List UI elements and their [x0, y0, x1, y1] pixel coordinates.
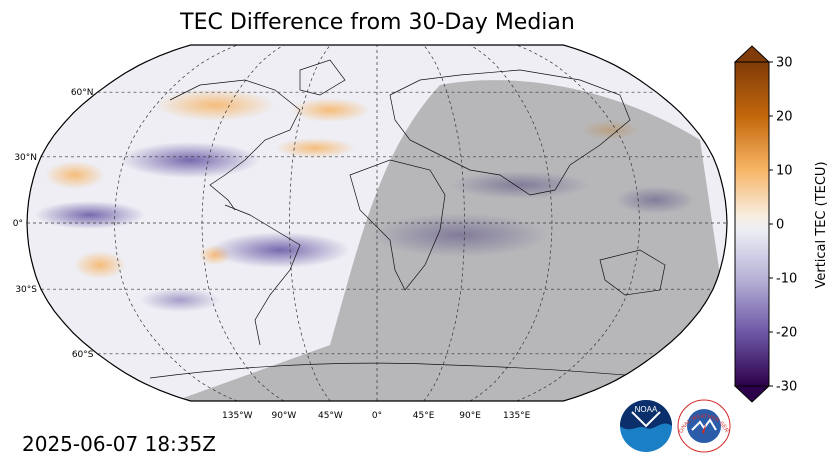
- graticule: [27, 45, 727, 401]
- meridian-line: [289, 45, 331, 401]
- longitude-label: 90°E: [459, 411, 481, 421]
- longitude-label: 45°W: [318, 411, 343, 421]
- longitude-label: 45°E: [413, 411, 435, 421]
- latitude-label: 60°S: [72, 350, 94, 360]
- noaa-logo: NOAA: [620, 400, 672, 452]
- colorbar-label: Vertical TEC (TECU): [814, 161, 829, 288]
- colorbar-body: [734, 61, 770, 387]
- latitude-labels: 60°N 30°N 0° 30°S 60°S: [13, 88, 94, 360]
- longitude-labels: 135°W 90°W 45°W 0° 45°E 90°E 135°E: [222, 411, 531, 421]
- colorbar-ticks: 30 20 10 0 -10 -20 -30: [769, 56, 797, 395]
- latitude-label: 30°N: [14, 153, 37, 163]
- chart-title: TEC Difference from 30-Day Median: [180, 10, 575, 35]
- map-field: [27, 45, 727, 401]
- svg-text:NOAA: NOAA: [635, 405, 658, 414]
- colorbar-tick-label: -20: [776, 326, 797, 341]
- coastlines: [149, 59, 691, 381]
- agency-logos: NOAA NATIONAL WEATHER SERVICE: [618, 398, 731, 453]
- meridian-line: [201, 45, 285, 401]
- colorbar-extend-bottom: [733, 385, 771, 403]
- longitude-label: 90°W: [271, 411, 296, 421]
- meridian-line: [516, 45, 640, 401]
- colorbar-tick-label: 10: [776, 164, 793, 179]
- colorbar-tick-label: -30: [776, 380, 797, 395]
- timestamp: 2025-06-07 18:35Z: [22, 432, 216, 456]
- latitude-label: 60°N: [71, 88, 94, 98]
- colorbar-extend-top: [733, 45, 771, 63]
- colorbar-tick-label: -10: [776, 272, 797, 287]
- colorbar-tick-label: 20: [776, 110, 793, 125]
- globe-outline: [26, 44, 728, 402]
- latitude-label: 30°S: [15, 285, 37, 295]
- meridian-line: [423, 45, 465, 401]
- longitude-label: 0°: [372, 411, 382, 421]
- latitude-label: 0°: [13, 219, 23, 229]
- night-shading: [150, 80, 727, 401]
- colorbar-tick-label: 0: [776, 218, 784, 233]
- colorbar-tick-label: 30: [776, 56, 793, 71]
- meridian-line: [469, 45, 553, 401]
- colorbar: 30 20 10 0 -10 -20 -30 Vertical TEC (TECU): [733, 45, 829, 403]
- meridian-line: [114, 45, 238, 401]
- longitude-label: 135°E: [503, 411, 531, 421]
- longitude-label: 135°W: [222, 411, 253, 421]
